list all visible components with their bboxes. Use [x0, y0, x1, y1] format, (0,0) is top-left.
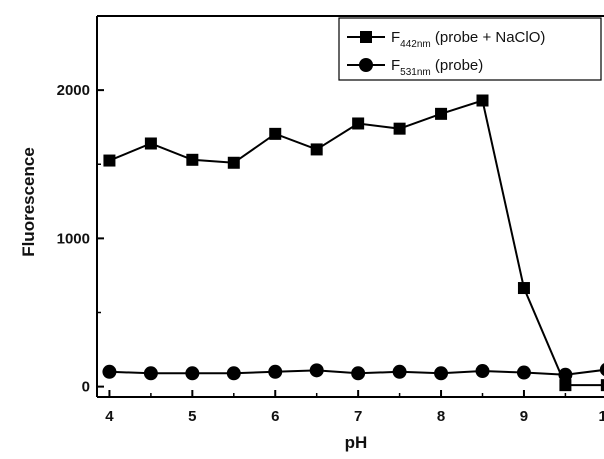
- y-tick-label: 2000: [57, 82, 90, 99]
- data-point: [143, 366, 158, 381]
- x-tick-label: 5: [188, 408, 196, 425]
- data-point: [392, 364, 407, 379]
- legend: F442nm (probe + NaClO) F531nm (probe): [338, 17, 602, 81]
- data-point: [475, 364, 490, 379]
- series-line: [109, 99, 604, 387]
- data-point: [268, 364, 283, 379]
- data-point: [103, 154, 116, 167]
- data-point: [102, 364, 117, 379]
- data-point: [393, 122, 406, 135]
- data-point: [144, 137, 157, 150]
- data-point: [310, 143, 323, 156]
- y-tick-label: 1000: [57, 230, 90, 247]
- plot-frame: [96, 15, 604, 398]
- y-axis: 0 1000 2000: [57, 82, 104, 396]
- data-point: [516, 365, 531, 380]
- legend-label: F442nm (probe + NaClO): [391, 29, 545, 50]
- y-tick-label: 0: [82, 379, 90, 396]
- data-point: [226, 366, 241, 381]
- data-point: [352, 117, 365, 130]
- data-point: [351, 366, 366, 381]
- legend-label: F531nm (probe): [391, 57, 483, 78]
- series-layer: [102, 94, 604, 392]
- y-axis-title: Fluorescence: [19, 147, 38, 257]
- legend-entry: F531nm (probe): [347, 57, 483, 78]
- x-tick-label: 8: [437, 408, 445, 425]
- data-point: [227, 156, 240, 169]
- x-axis-title: pH: [345, 433, 368, 452]
- data-point: [476, 94, 489, 107]
- data-point: [558, 367, 573, 382]
- data-point: [269, 127, 282, 140]
- data-point: [185, 366, 200, 381]
- x-axis: 4 5 6 7 8 9 10: [105, 390, 604, 425]
- data-point: [517, 282, 530, 295]
- legend-entry: F442nm (probe + NaClO): [347, 29, 545, 50]
- data-point: [435, 107, 448, 120]
- x-tick-label: 7: [354, 408, 362, 425]
- series-f442nm: [103, 94, 604, 392]
- x-tick-label: 10: [599, 408, 604, 425]
- data-point: [186, 153, 199, 166]
- series-f531nm: [102, 363, 604, 382]
- x-tick-label: 6: [271, 408, 279, 425]
- legend-marker: [359, 58, 373, 72]
- data-point: [599, 363, 604, 376]
- data-point: [559, 379, 572, 392]
- legend-box: [338, 17, 602, 81]
- data-point: [434, 366, 449, 381]
- x-tick-label: 9: [520, 408, 528, 425]
- x-tick-label: 4: [105, 408, 114, 425]
- data-point: [600, 379, 604, 392]
- data-point: [309, 363, 324, 378]
- legend-marker: [360, 31, 372, 43]
